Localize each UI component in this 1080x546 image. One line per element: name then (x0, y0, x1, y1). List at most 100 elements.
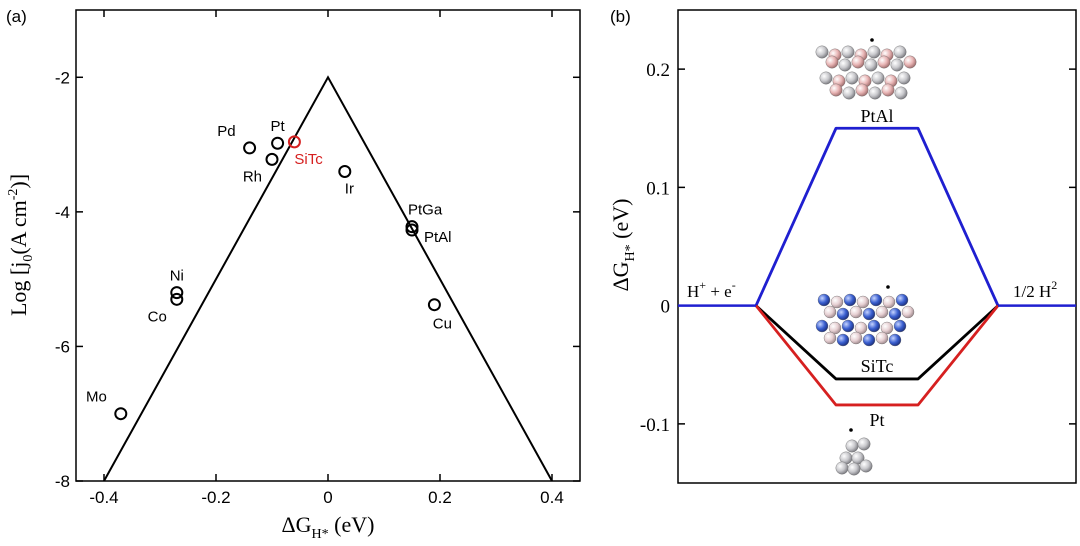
series-label-sitc: SiTc (861, 356, 894, 376)
panel-b-frame (677, 9, 1077, 484)
atom (895, 293, 909, 307)
atom (868, 86, 882, 100)
ptal-structure-image (815, 38, 917, 100)
panel-a: (a) -0.4 -0.2 0 0.2 0.4 -8 -6 -4 -2 Mo Ni Co Pd Rh P… (6, 7, 581, 542)
atom (875, 305, 889, 319)
atom (888, 307, 902, 321)
point-label-rh: Rh (243, 168, 262, 185)
panel-b: (b) -0.1 0 0.1 0.2 H+ + e- 1/2 H2 ΔGH* (eV)… (608, 7, 1077, 484)
atom (888, 333, 902, 347)
atom (835, 461, 849, 475)
atom (841, 45, 855, 59)
x-tick-label: -0.2 (201, 488, 230, 507)
point-pt (271, 136, 285, 150)
atom (890, 58, 904, 72)
y-tick-label: -2 (55, 68, 70, 87)
atom (901, 305, 915, 319)
point-ptal (405, 223, 419, 237)
series-label-ptal: PtAl (860, 106, 893, 126)
y-tick-label: 0.2 (646, 60, 670, 81)
atom (882, 295, 896, 309)
y-tick-label: -8 (55, 472, 70, 491)
panel-b-y-axis-title: ΔGH* (eV) (608, 199, 638, 292)
atom (897, 71, 911, 85)
atom (869, 293, 883, 307)
atom (893, 319, 907, 333)
atom (867, 319, 881, 333)
point-cu (427, 298, 441, 312)
atom (845, 71, 859, 85)
point-label-ir: Ir (345, 180, 354, 197)
point-label-ptal: PtAl (424, 229, 452, 246)
point-label-ptga: PtGa (408, 202, 443, 219)
hydrogen-atom (870, 38, 874, 42)
series-line-ptal (754, 126, 1000, 307)
panel-a-x-axis-title: ΔGH* (eV) (282, 512, 375, 542)
stage-label-left: H+ + e- (687, 278, 736, 301)
atom (830, 295, 844, 309)
point-label-ni: Ni (170, 268, 184, 285)
atom (859, 459, 873, 473)
y-tick-label: 0 (661, 297, 671, 318)
panel-a-points: Mo Ni Co Pd Rh Pt SiTc Ir PtGa PtAl Cu (86, 118, 452, 421)
series-line-sitc (755, 304, 999, 381)
atom (855, 83, 869, 97)
atom (819, 71, 833, 85)
atom (817, 293, 831, 307)
point-rh (265, 152, 279, 166)
atom (881, 83, 895, 97)
series-label-pt: Pt (869, 410, 884, 430)
atom (815, 45, 829, 59)
sitc-structure-image (815, 285, 915, 347)
atom (880, 321, 894, 335)
atom (847, 462, 861, 476)
atom (877, 55, 891, 69)
atom (871, 71, 885, 85)
hydrogen-atom (849, 428, 853, 432)
volcano-line (103, 75, 553, 482)
atom (825, 55, 839, 69)
point-label-mo: Mo (86, 389, 107, 406)
panel-a-frame (75, 9, 581, 482)
y-tick-label: 0.1 (646, 178, 670, 199)
atom (836, 333, 850, 347)
atom (849, 305, 863, 319)
atom (862, 333, 876, 347)
panel-a-y-axis: -8 -6 -4 -2 (55, 68, 580, 491)
atom (867, 45, 881, 59)
atom (823, 305, 837, 319)
atom (875, 331, 889, 345)
panel-b-series (754, 126, 1000, 407)
atom (854, 321, 868, 335)
atom (845, 439, 859, 453)
point-label-pt: Pt (271, 118, 286, 135)
x-tick-label: -0.4 (89, 488, 118, 507)
panel-b-label: (b) (610, 7, 631, 26)
y-tick-label: -6 (55, 337, 70, 356)
panel-a-y-axis-title: Log [j0(A cm-2)] (6, 174, 36, 316)
x-tick-label: 0.2 (428, 488, 452, 507)
y-tick-label: -4 (55, 203, 70, 222)
x-tick-label: 0.4 (540, 488, 564, 507)
atom (862, 307, 876, 321)
stage-label-right: 1/2 H2 (1013, 278, 1057, 301)
atom (843, 293, 857, 307)
point-mo (114, 407, 128, 421)
atom (823, 331, 837, 345)
point-label-sitc: SiTc (294, 151, 323, 168)
atom (864, 58, 878, 72)
x-tick-label: 0 (323, 488, 332, 507)
point-sitc (287, 135, 301, 149)
atom (828, 321, 842, 335)
point-ni (170, 286, 184, 300)
atom (842, 86, 856, 100)
atom (849, 331, 863, 345)
atom (851, 55, 865, 69)
point-ir (338, 164, 352, 178)
atom (894, 86, 908, 100)
hydrogen-atom (886, 285, 890, 289)
pt-structure-image (835, 428, 873, 476)
series-line-pt (754, 304, 1000, 407)
point-label-co: Co (148, 308, 167, 325)
